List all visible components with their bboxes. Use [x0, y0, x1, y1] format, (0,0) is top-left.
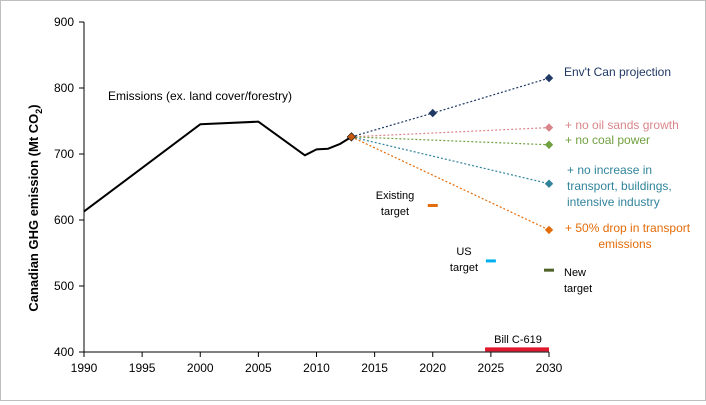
target-label-2: US: [456, 246, 471, 258]
y-tick-label: 500: [54, 279, 74, 293]
y-tick-label: 800: [54, 81, 74, 95]
y-tick-label: 400: [54, 345, 74, 359]
projection-label-5: emissions: [598, 237, 651, 251]
x-tick-label: 1990: [71, 361, 98, 375]
projection-point-2: [544, 123, 554, 132]
projection-label-2: + no oil sands growth: [565, 118, 679, 132]
projection-label-4: + no increase in: [567, 163, 652, 177]
x-tick-label: 2020: [419, 361, 446, 375]
target-label-1: target: [381, 206, 409, 218]
x-tick-label: 2010: [303, 361, 330, 375]
target-label-2: target: [450, 262, 478, 274]
target-label-3: New: [564, 267, 586, 279]
y-axis-label-end: ): [26, 104, 41, 108]
projection-line-5: [351, 136, 550, 231]
axes: [83, 22, 549, 353]
x-tick-label: 2030: [536, 361, 563, 375]
annotations: Emissions (ex. land cover/forestry) Env't…: [108, 65, 691, 346]
projection-label-1: Env't Can projection: [564, 65, 671, 79]
projection-line-4: [351, 136, 550, 185]
y-tick-label: 600: [54, 213, 74, 227]
projection-label-3: + no coal power: [565, 133, 650, 147]
projection-point-3: [544, 140, 554, 149]
projection-label-5: + 50% drop in transport: [565, 221, 691, 235]
y-axis-label-main: Canadian GHG emission (Mt CO: [26, 114, 41, 312]
projection-point-1: [544, 73, 554, 83]
y-axis-label-subscript: 2: [34, 109, 44, 114]
historical-last-point: [346, 132, 356, 142]
y-axis-label: Canadian GHG emission (Mt CO2): [26, 104, 44, 311]
projection-point-5: [544, 225, 554, 235]
x-tick-label: 2000: [187, 361, 214, 375]
projection-label-4: intensive industry: [567, 195, 660, 209]
target-label-1: Existing: [376, 190, 415, 202]
projection-point-4: [544, 179, 554, 188]
ticks: 400 500 600 700 800 900 1990 1995 2000 2005 2010 20…: [54, 15, 563, 375]
projection-line-3: [351, 136, 550, 146]
y-tick-label: 900: [54, 15, 74, 29]
target-label-4: Bill C-619: [494, 334, 542, 346]
series: [83, 73, 554, 352]
projection-line-2: [351, 127, 550, 138]
y-tick-label: 700: [54, 147, 74, 161]
projection-point-1: [428, 108, 437, 118]
projection-label-4: transport, buildings,: [567, 179, 672, 193]
projection-line-1: [351, 77, 550, 138]
x-tick-label: 1995: [129, 361, 156, 375]
x-tick-label: 2015: [361, 361, 388, 375]
target-label-3: target: [564, 283, 592, 295]
x-tick-label: 2005: [245, 361, 272, 375]
historical-emissions-line: [83, 120, 352, 213]
x-tick-label: 2025: [478, 361, 505, 375]
historical-series-label: Emissions (ex. land cover/forestry): [108, 89, 292, 103]
